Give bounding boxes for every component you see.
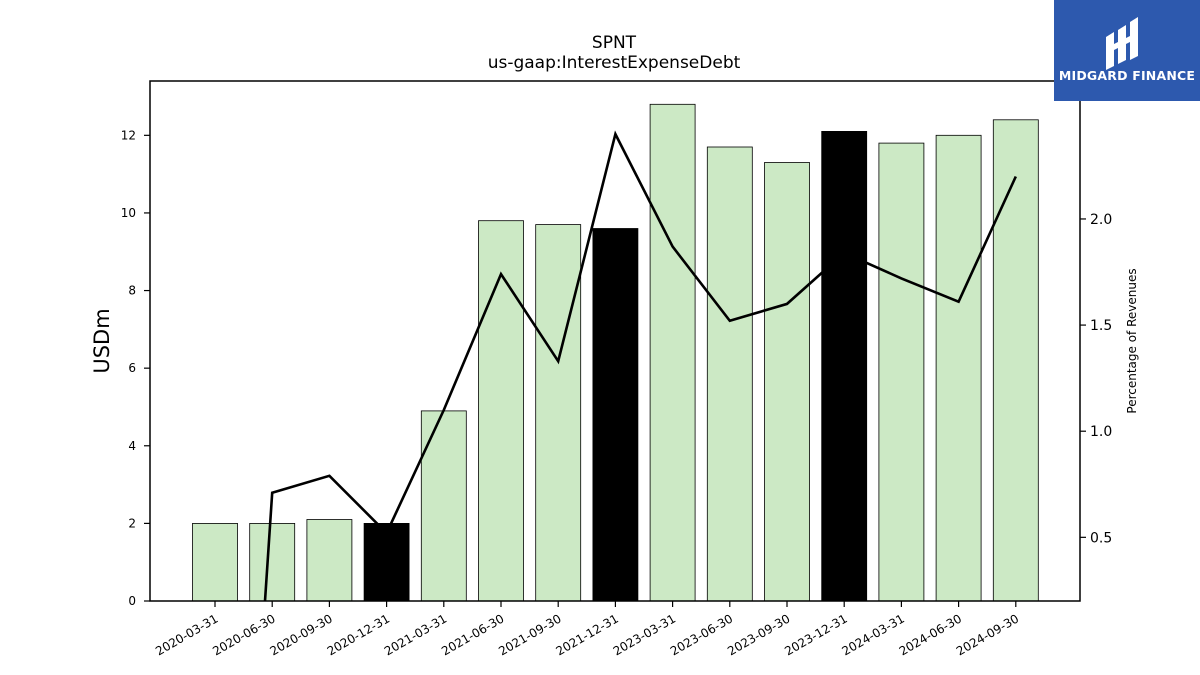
y2-tick-label: 1.5	[1090, 318, 1112, 334]
bar-2023-12-31	[821, 130, 868, 602]
x-axis: 2020-03-312020-06-302020-09-302020-12-31…	[153, 601, 1021, 658]
bar-2020-06-30	[249, 523, 296, 602]
x-tick-label: 2023-03-31	[611, 611, 678, 658]
chart-title: SPNT	[592, 33, 637, 53]
bar-2023-06-30	[706, 146, 753, 602]
y-tick-label: 12	[121, 128, 136, 142]
bar-2024-09-30	[992, 119, 1039, 602]
y-tick-label: 2	[128, 516, 136, 530]
line-layer	[263, 130, 1017, 602]
y-axis-left: 0 2 4 6 8 10 12	[121, 128, 150, 608]
y-axis-right: 0.5 1.0 1.5 2.0	[1080, 212, 1112, 546]
y2-tick-label: 2.0	[1090, 212, 1112, 228]
bar-2020-03-31	[192, 523, 238, 602]
x-tick-label: 2020-06-30	[210, 611, 277, 658]
logo-text: MIDGARD FINANCE	[1058, 68, 1196, 83]
bar-2024-03-31	[878, 142, 925, 602]
x-tick-label: 2020-09-30	[267, 611, 334, 658]
x-tick-label: 2021-12-31	[553, 611, 620, 658]
x-tick-label: 2024-03-31	[839, 611, 906, 658]
bar-2021-09-30	[535, 224, 582, 602]
logo-mark-icon	[1106, 17, 1138, 70]
chart-subtitle: us-gaap:InterestExpenseDebt	[488, 53, 741, 73]
y2-axis-label: Percentage of Revenues	[1125, 268, 1139, 413]
x-tick-label: 2024-09-30	[954, 611, 1021, 658]
percentage-line	[263, 130, 1017, 602]
bar-2020-09-30	[306, 519, 353, 602]
bar-2021-03-31	[420, 410, 467, 602]
x-tick-label: 2024-06-30	[897, 611, 964, 658]
y-tick-label: 6	[128, 361, 136, 375]
bar-2021-12-31	[592, 228, 639, 602]
x-tick-label: 2021-06-30	[439, 611, 506, 658]
x-tick-label: 2020-03-31	[153, 611, 220, 658]
y-tick-label: 10	[121, 206, 136, 220]
x-tick-label: 2023-12-31	[782, 611, 849, 658]
y2-tick-label: 1.0	[1090, 424, 1112, 440]
x-tick-label: 2021-03-31	[382, 611, 449, 658]
x-tick-label: 2023-09-30	[725, 611, 792, 658]
x-tick-label: 2023-06-30	[668, 611, 735, 658]
y-tick-label: 0	[128, 594, 136, 608]
bars-group	[192, 103, 1039, 602]
bar-2020-12-31	[363, 523, 410, 602]
bar-2021-06-30	[478, 220, 524, 602]
y2-tick-label: 0.5	[1090, 530, 1112, 546]
x-tick-label: 2021-09-30	[496, 611, 563, 658]
y-tick-label: 4	[128, 439, 136, 453]
bar-2023-09-30	[764, 162, 810, 602]
brand-logo: MIDGARD FINANCE	[1054, 0, 1200, 101]
x-tick-label: 2020-12-31	[325, 611, 392, 658]
y-axis-label: USDm	[90, 308, 114, 373]
y-tick-label: 8	[128, 284, 136, 298]
bar-2023-03-31	[649, 103, 696, 602]
bar-2024-06-30	[935, 134, 982, 602]
